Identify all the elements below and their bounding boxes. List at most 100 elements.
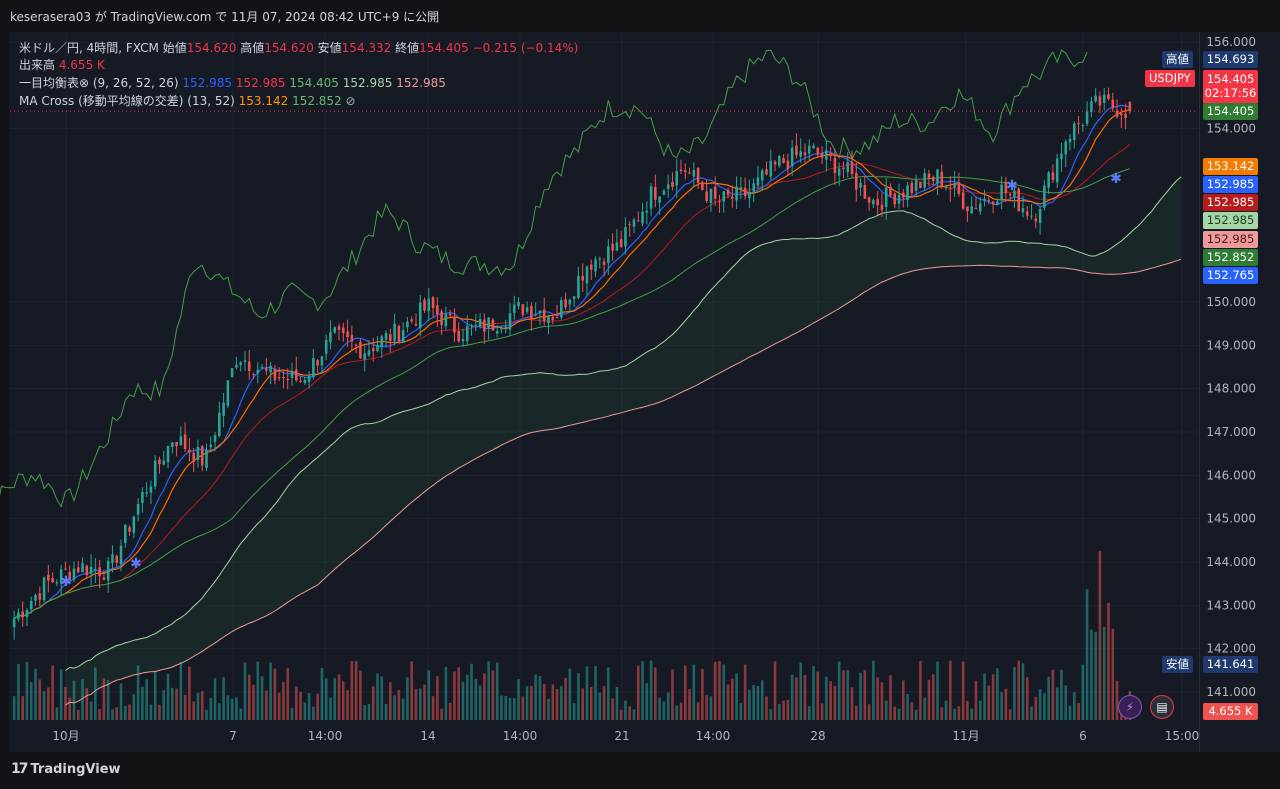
candle-body bbox=[816, 147, 820, 154]
candle-body bbox=[572, 296, 576, 300]
volume-bar bbox=[880, 682, 884, 720]
chart-pane[interactable] bbox=[9, 32, 1199, 752]
volume-bar bbox=[389, 682, 392, 720]
ma-fast-line bbox=[13, 109, 1131, 619]
lightning-icon[interactable]: ⚡ bbox=[1118, 695, 1142, 719]
candle-body bbox=[141, 491, 144, 503]
candle-body bbox=[34, 594, 37, 601]
candle-body bbox=[418, 302, 422, 328]
candle-body bbox=[1085, 111, 1089, 124]
candle-body bbox=[696, 168, 700, 183]
volume-bar bbox=[760, 680, 764, 720]
volume-bar bbox=[213, 678, 217, 720]
volume-bar bbox=[171, 687, 174, 720]
candle-body bbox=[247, 361, 251, 372]
volume-bar bbox=[149, 704, 153, 720]
volume-bar bbox=[893, 706, 897, 720]
candle-body bbox=[286, 379, 290, 381]
volume-bar bbox=[64, 686, 67, 720]
candle-body bbox=[842, 167, 845, 169]
volume-bar bbox=[38, 679, 42, 720]
candle-body bbox=[949, 188, 952, 190]
candle-body bbox=[931, 177, 935, 181]
price-tick: 149.000 bbox=[1206, 338, 1256, 352]
volume-bar bbox=[209, 697, 213, 720]
candle-body bbox=[662, 190, 666, 195]
volume-bar bbox=[611, 698, 614, 720]
volume-bar bbox=[243, 662, 247, 720]
candle-body bbox=[21, 611, 24, 618]
time-tick: 10月 bbox=[52, 729, 79, 743]
candle-body bbox=[735, 186, 738, 201]
volume-bar bbox=[842, 670, 845, 720]
volume-bar bbox=[867, 704, 871, 720]
volume-bar bbox=[581, 688, 584, 720]
candle-body bbox=[337, 326, 341, 330]
candle-body bbox=[970, 206, 973, 214]
volume-bar bbox=[607, 667, 610, 720]
volume-bar bbox=[256, 661, 260, 720]
candle-body bbox=[880, 204, 884, 210]
candle-body bbox=[799, 151, 802, 157]
candle-body bbox=[132, 516, 136, 533]
tradingview-logo[interactable]: 17 TradingView bbox=[11, 761, 121, 777]
volume-bar bbox=[299, 691, 302, 720]
volume-bar bbox=[931, 674, 935, 720]
volume-bar bbox=[166, 673, 170, 720]
candle-body bbox=[654, 186, 657, 200]
volume-bar bbox=[978, 700, 982, 720]
volume-bar bbox=[1081, 664, 1085, 720]
candle-body bbox=[72, 568, 76, 580]
volume-bar bbox=[478, 685, 482, 720]
us-flag-icon[interactable]: ▤ bbox=[1150, 695, 1174, 719]
price-tick: 145.000 bbox=[1206, 512, 1256, 526]
candle-body bbox=[1124, 113, 1127, 118]
candle-body bbox=[829, 153, 832, 157]
legend-symbol: 米ドル／円, 4時間, FXCM bbox=[19, 41, 159, 55]
price-tick: 144.000 bbox=[1206, 555, 1256, 569]
candle-body bbox=[76, 567, 80, 573]
candle-body bbox=[897, 194, 901, 204]
volume-bar bbox=[850, 687, 854, 720]
volume-bar bbox=[1021, 663, 1025, 720]
candle-body bbox=[461, 339, 465, 342]
candle-body bbox=[436, 305, 439, 315]
volume-bar bbox=[175, 688, 178, 720]
price-axis[interactable] bbox=[1199, 32, 1280, 752]
volume-bar bbox=[589, 687, 593, 720]
volume-bar bbox=[324, 678, 328, 720]
volume-bar bbox=[910, 702, 914, 720]
volume-bar bbox=[739, 703, 743, 720]
volume-bar bbox=[222, 677, 225, 720]
candle-body bbox=[55, 582, 59, 584]
volume-bar bbox=[470, 663, 473, 720]
volume-bar bbox=[397, 690, 401, 720]
volume-bar bbox=[371, 686, 375, 720]
legend-ma-hidden-icon[interactable]: ⊘ bbox=[345, 94, 356, 108]
footer-bar bbox=[0, 752, 1280, 789]
volume-bar bbox=[115, 707, 119, 720]
volume-bar bbox=[431, 696, 435, 720]
price-tick: 150.000 bbox=[1206, 295, 1256, 309]
candle-body bbox=[850, 161, 854, 175]
volume-bar bbox=[748, 689, 751, 720]
volume-bar bbox=[1025, 677, 1029, 720]
ichimoku-cloud bbox=[65, 176, 1182, 706]
candle-body bbox=[795, 145, 798, 156]
volume-bar bbox=[47, 687, 50, 720]
ichimoku-span-a-line bbox=[65, 176, 1182, 671]
candle-body bbox=[29, 600, 33, 610]
candle-body bbox=[1111, 99, 1115, 109]
legend-low-label: 安値 bbox=[317, 41, 342, 55]
volume-bar bbox=[436, 676, 439, 720]
candle-body bbox=[342, 327, 345, 334]
volume-bar bbox=[662, 701, 666, 720]
volume-bar bbox=[89, 701, 93, 720]
volume-bar bbox=[98, 709, 101, 720]
candle-body bbox=[329, 332, 332, 343]
candle-body bbox=[17, 612, 20, 620]
volume-bar bbox=[773, 661, 777, 720]
candle-body bbox=[615, 242, 619, 251]
volume-bar bbox=[474, 678, 478, 720]
